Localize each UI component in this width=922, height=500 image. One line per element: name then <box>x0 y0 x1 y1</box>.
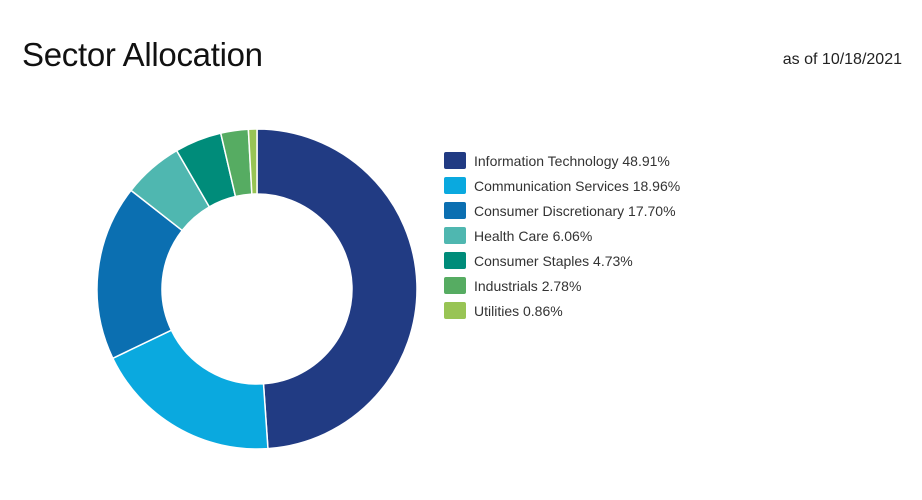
legend-item-industrials[interactable]: Industrials 2.78% <box>444 273 680 298</box>
legend-item-information-technology[interactable]: Information Technology 48.91% <box>444 148 680 173</box>
chart-title: Sector Allocation <box>22 36 263 73</box>
legend-swatch <box>444 152 466 169</box>
legend-item-utilities[interactable]: Utilities 0.86% <box>444 298 680 323</box>
donut-chart <box>96 128 418 450</box>
legend-label: Industrials 2.78% <box>474 277 582 294</box>
legend-swatch <box>444 302 466 319</box>
legend-item-consumer-discretionary[interactable]: Consumer Discretionary 17.70% <box>444 198 680 223</box>
legend-label: Information Technology 48.91% <box>474 152 670 169</box>
legend-swatch <box>444 277 466 294</box>
donut-slice-communication-services[interactable] <box>111 329 269 450</box>
as-of-date: as of 10/18/2021 <box>782 51 902 68</box>
legend-item-health-care[interactable]: Health Care 6.06% <box>444 223 680 248</box>
legend-swatch <box>444 227 466 244</box>
donut-slice-utilities[interactable] <box>247 128 258 195</box>
legend-label: Consumer Discretionary 17.70% <box>474 202 676 219</box>
legend-label: Communication Services 18.96% <box>474 177 681 194</box>
legend-item-communication-services[interactable]: Communication Services 18.96% <box>444 173 680 198</box>
legend-label: Consumer Staples 4.73% <box>474 252 633 269</box>
legend-swatch <box>444 177 466 194</box>
legend-label: Utilities 0.86% <box>474 302 563 319</box>
donut-slice-information-technology[interactable] <box>256 128 418 450</box>
legend-swatch <box>444 202 466 219</box>
legend-label: Health Care 6.06% <box>474 227 593 244</box>
legend-swatch <box>444 252 466 269</box>
legend-item-consumer-staples[interactable]: Consumer Staples 4.73% <box>444 248 680 273</box>
chart-legend: Information Technology 48.91% Communicati… <box>444 148 680 323</box>
